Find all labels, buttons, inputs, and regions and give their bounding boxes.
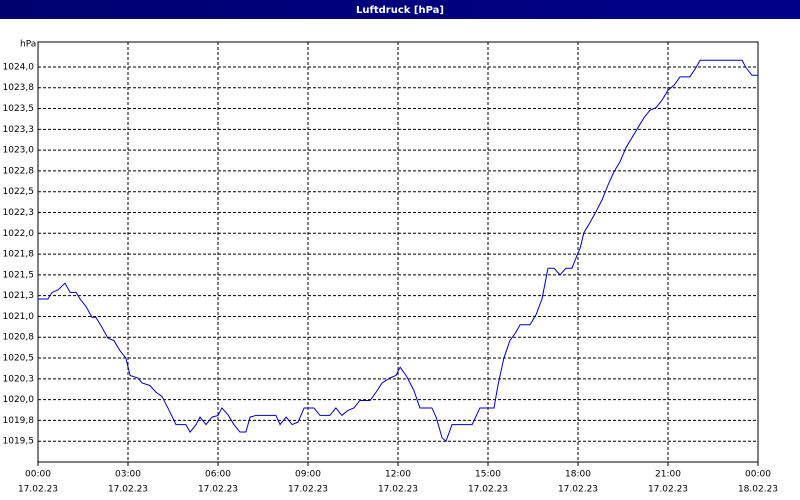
x-tick-date: 17.02.23 [648,485,688,495]
y-tick-label: 1020,5 [3,354,35,364]
y-tick-label: 1022,3 [3,208,35,218]
y-tick-label: 1020,8 [3,333,35,343]
data-line [38,59,758,443]
y-tick-label: 1023,5 [3,104,35,114]
x-tick-date: 18.02.23 [738,485,778,495]
chart-title: Luftdruck [hPa] [356,5,444,16]
y-tick-label: 1022,0 [3,229,35,239]
x-tick-label: 09:00 [295,470,321,480]
x-tick-date: 17.02.23 [468,485,508,495]
y-tick-label: 1021,3 [3,291,35,301]
x-tick-label: 12:00 [385,470,411,480]
x-tick-label: 00:00 [745,470,771,480]
x-tick-label: 21:00 [655,470,681,480]
y-tick-label: 1023,3 [3,125,35,135]
x-tick-date: 17.02.23 [288,485,328,495]
x-tick-label: 06:00 [205,470,231,480]
y-tick-label: 1023,8 [3,83,35,93]
title-bar [0,0,800,19]
y-tick-label: 1020,0 [3,395,35,405]
y-tick-label: 1021,5 [3,270,35,280]
plot-frame [37,41,759,463]
y-tick-label: 1021,8 [3,250,35,260]
x-tick-label: 03:00 [115,470,141,480]
x-tick-date: 17.02.23 [558,485,598,495]
x-tick-date: 17.02.23 [378,485,418,495]
y-axis-label: hPa [20,40,36,50]
x-tick-label: 15:00 [475,470,501,480]
x-tick-label: 00:00 [25,470,51,480]
y-tick-label: 1019,5 [3,437,35,447]
y-tick-label: 1023,0 [3,146,35,156]
x-tick-date: 17.02.23 [108,485,148,495]
y-tick-label: 1020,3 [3,374,35,384]
y-tick-label: 1022,5 [3,187,35,197]
y-tick-label: 1021,0 [3,312,35,322]
y-tick-label: 1024,0 [3,62,35,72]
y-tick-label: 1019,8 [3,416,35,426]
y-tick-label: 1022,8 [3,166,35,176]
x-tick-label: 18:00 [565,470,591,480]
x-tick-date: 17.02.23 [198,485,238,495]
x-tick-date: 17.02.23 [18,485,58,495]
